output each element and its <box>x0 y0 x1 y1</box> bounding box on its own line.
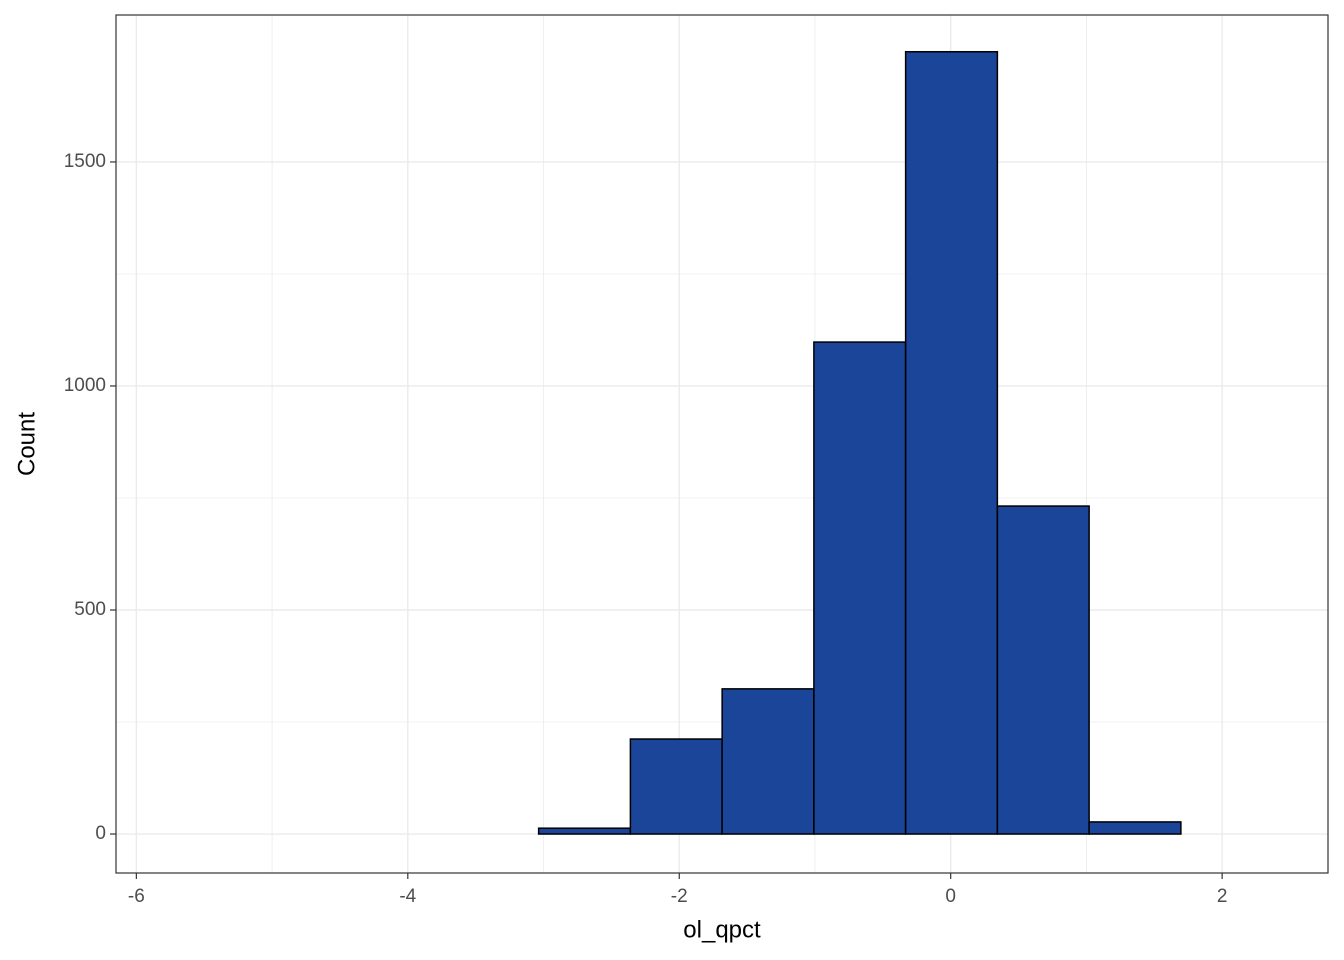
bar <box>629 738 723 835</box>
bar <box>996 505 1090 835</box>
y-tick-label: 1000 <box>64 375 106 396</box>
bar <box>721 688 815 835</box>
y-tick-label: 500 <box>74 599 106 620</box>
x-tick-label: -4 <box>399 886 416 907</box>
y-tick-label: 1500 <box>64 151 106 172</box>
x-tick-label: 0 <box>945 886 956 907</box>
bar <box>1088 821 1182 835</box>
x-tick-label: -6 <box>128 886 145 907</box>
x-tick-label: -2 <box>671 886 688 907</box>
x-tick-label: 2 <box>1217 886 1228 907</box>
bar <box>904 50 999 835</box>
bar <box>537 827 632 835</box>
y-axis-title: Count <box>13 412 40 476</box>
bar <box>813 341 907 835</box>
panel-border <box>115 14 1329 874</box>
y-tick-label: 0 <box>95 823 106 844</box>
x-axis-title: ol_qpct <box>683 916 761 943</box>
